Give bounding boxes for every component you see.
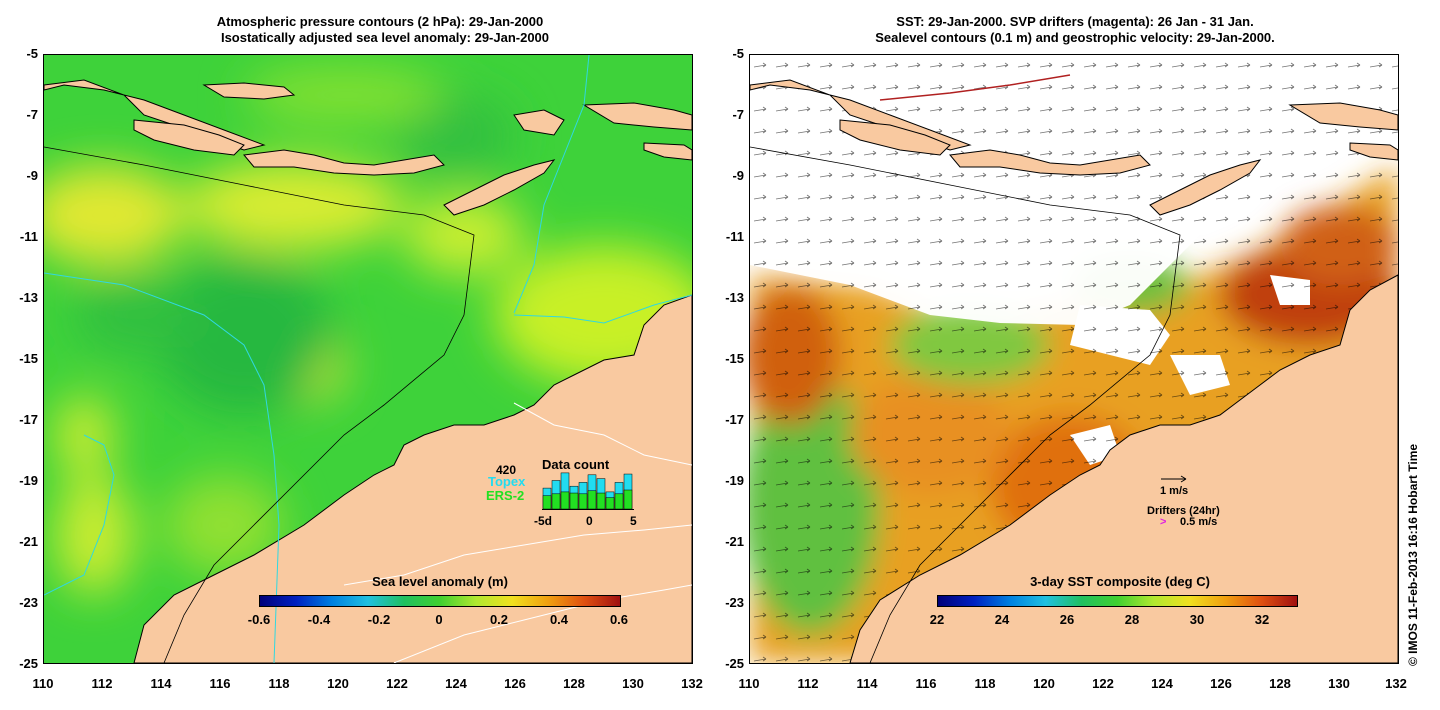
drifter-speed-label: 0.5 m/s — [1180, 516, 1218, 528]
data-count-number: 420 — [496, 463, 517, 477]
right-y-label: -23 — [725, 595, 744, 610]
sst-colorbar-label: 22 — [929, 612, 945, 627]
left-x-label: 122 — [386, 676, 408, 691]
left-x-label: 114 — [150, 676, 172, 691]
left-x-label: 130 — [622, 676, 644, 691]
sea-level-anomaly-field — [44, 55, 692, 663]
right-y-label: -5 — [732, 46, 744, 61]
left-y-label: -19 — [19, 473, 38, 488]
inset-x-label: 5 — [630, 514, 637, 528]
sst-colorbar-label: 24 — [994, 612, 1010, 627]
left-y-label: -25 — [19, 656, 38, 671]
left-y-label: -5 — [26, 46, 38, 61]
ers2-count-bar — [605, 497, 615, 510]
right-y-label: -15 — [725, 351, 744, 366]
left-y-label: -21 — [19, 534, 38, 549]
sea-level-colorbar-label: 0.4 — [549, 612, 569, 627]
ers2-count-bar — [560, 491, 570, 510]
left-x-label: 110 — [32, 676, 54, 691]
right-y-label: -7 — [732, 107, 744, 122]
drifters-label: Drifters (24hr) — [1147, 505, 1220, 517]
left-x-label: 118 — [268, 676, 290, 691]
sea-level-colorbar-label: -0.6 — [247, 612, 271, 627]
right-x-label: 110 — [738, 676, 760, 691]
sst-colorbar-label: 26 — [1059, 612, 1075, 627]
topex-label: Topex — [488, 474, 526, 489]
sea-level-anomaly-map — [43, 54, 693, 664]
ers2-count-bar — [614, 493, 624, 510]
sst-colorbar-label: 32 — [1254, 612, 1270, 627]
right-y-label: -21 — [725, 534, 744, 549]
inset-x-label: 0 — [586, 514, 593, 528]
left-y-label: -13 — [19, 290, 38, 305]
right-title-line2: Sealevel contours (0.1 m) and geostrophi… — [875, 30, 1275, 45]
left-y-label: -9 — [26, 168, 38, 183]
right-y-label: -9 — [732, 168, 744, 183]
left-x-label: 124 — [445, 676, 467, 691]
right-y-label: -19 — [725, 473, 744, 488]
ers2-count-bar — [596, 492, 606, 510]
left-y-label: -17 — [19, 412, 38, 427]
sst-colorbar-gradient — [937, 595, 1298, 607]
left-x-label: 126 — [504, 676, 526, 691]
right-y-label: -25 — [725, 656, 744, 671]
sst-colorbar-title: 3-day SST composite (deg C) — [1030, 574, 1210, 589]
ers2-count-bar — [578, 493, 588, 510]
left-y-label: -11 — [19, 229, 38, 244]
right-y-label: -11 — [725, 229, 744, 244]
drifter-arrow-icon: > — [1160, 516, 1167, 528]
right-y-label: -17 — [725, 412, 744, 427]
right-x-label: 132 — [1385, 676, 1407, 691]
velocity-arrow-icon — [1161, 475, 1187, 483]
sea-level-colorbar-label: -0.2 — [367, 612, 391, 627]
right-x-label: 122 — [1092, 676, 1114, 691]
sea-level-colorbar-title: Sea level anomaly (m) — [372, 574, 508, 589]
sst-colorbar-label: 28 — [1124, 612, 1140, 627]
sea-level-colorbar-label: 0.6 — [609, 612, 629, 627]
sea-level-colorbar-gradient — [259, 595, 621, 607]
right-x-label: 124 — [1151, 676, 1173, 691]
left-x-label: 112 — [91, 676, 113, 691]
left-x-label: 132 — [681, 676, 703, 691]
right-x-label: 128 — [1269, 676, 1291, 691]
right-x-label: 116 — [915, 676, 937, 691]
right-x-label: 114 — [856, 676, 878, 691]
ers2-count-bar — [623, 489, 633, 510]
sea-level-colorbar-label: 0.2 — [489, 612, 509, 627]
left-y-label: -23 — [19, 595, 38, 610]
right-x-label: 126 — [1210, 676, 1232, 691]
left-y-label: -7 — [26, 107, 38, 122]
sea-level-colorbar-label: 0 — [435, 612, 443, 627]
sea-level-colorbar-label: -0.4 — [307, 612, 331, 627]
sst-map — [749, 54, 1399, 664]
ers2-count-bar — [569, 492, 579, 510]
ers2-label: ERS-2 — [486, 488, 525, 503]
sst-colorbar-label: 30 — [1189, 612, 1205, 627]
credit-text: © IMOS 11-Feb-2013 16:16 Hobart Time — [1406, 443, 1420, 666]
right-x-label: 112 — [797, 676, 819, 691]
data-count-histogram — [542, 472, 634, 510]
ers2-count-bar — [542, 495, 552, 510]
left-title-line1: Atmospheric pressure contours (2 hPa): 2… — [216, 14, 544, 29]
right-y-label: -13 — [725, 290, 744, 305]
left-x-label: 120 — [327, 676, 349, 691]
left-title-line2: Isostatically adjusted sea level anomaly… — [220, 30, 550, 45]
right-x-label: 118 — [974, 676, 996, 691]
ers2-count-bar — [587, 490, 597, 510]
velocity-scale-label: 1 m/s — [1160, 485, 1189, 497]
inset-x-label: -5d — [534, 514, 552, 528]
right-x-label: 130 — [1328, 676, 1350, 691]
right-x-label: 120 — [1033, 676, 1055, 691]
ers2-count-bar — [551, 493, 561, 510]
left-x-label: 128 — [563, 676, 585, 691]
sst-field — [750, 55, 1398, 663]
data-count-title: Data count — [542, 457, 610, 472]
left-y-label: -15 — [19, 351, 38, 366]
right-title-line1: SST: 29-Jan-2000. SVP drifters (magenta)… — [896, 14, 1254, 29]
left-x-label: 116 — [209, 676, 231, 691]
